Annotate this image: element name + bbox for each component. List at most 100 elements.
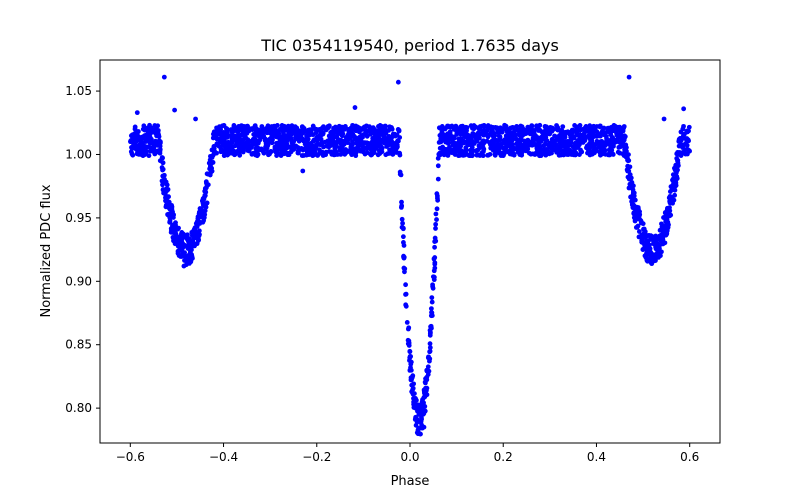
data-point — [642, 243, 648, 249]
data-point — [626, 176, 632, 182]
data-point — [463, 151, 469, 157]
data-point — [179, 246, 185, 252]
data-point — [215, 142, 221, 148]
data-point — [379, 124, 385, 129]
data-point — [172, 107, 177, 113]
data-point — [439, 124, 445, 129]
x-tick-label: −0.2 — [302, 450, 331, 464]
data-point — [470, 125, 475, 131]
data-point — [433, 221, 439, 227]
data-point — [327, 137, 333, 143]
data-point — [678, 137, 684, 142]
data-point — [252, 138, 257, 144]
data-point — [636, 229, 642, 234]
data-point — [291, 129, 297, 135]
data-point — [301, 125, 307, 131]
data-point — [390, 151, 396, 157]
data-point — [449, 150, 455, 155]
data-point — [427, 348, 433, 354]
data-point — [631, 203, 637, 208]
data-point — [285, 123, 291, 129]
data-point — [633, 225, 639, 230]
data-point — [459, 151, 465, 157]
data-point — [150, 128, 156, 134]
data-point — [246, 145, 251, 151]
data-point — [310, 132, 316, 138]
data-point — [138, 137, 143, 143]
data-point — [499, 144, 505, 150]
data-point — [421, 424, 427, 430]
data-point — [427, 331, 433, 336]
data-point — [267, 139, 273, 144]
data-point — [157, 148, 163, 154]
x-tick-label: 0.6 — [680, 450, 699, 464]
data-point — [211, 146, 217, 152]
data-point — [314, 143, 319, 149]
data-point — [160, 173, 166, 179]
data-point — [410, 373, 416, 379]
data-point — [667, 189, 673, 194]
data-point — [387, 147, 392, 153]
data-point — [408, 377, 414, 383]
data-point — [167, 218, 173, 224]
data-point — [498, 153, 504, 159]
data-point — [393, 140, 399, 146]
data-point — [207, 161, 213, 166]
data-point — [549, 143, 555, 149]
data-point — [470, 131, 475, 137]
data-point — [469, 140, 475, 146]
data-point — [278, 153, 284, 158]
data-point — [333, 149, 339, 155]
data-point — [403, 291, 409, 297]
data-point — [491, 134, 497, 140]
data-point — [654, 242, 660, 248]
y-tick-label: 0.85 — [65, 338, 92, 352]
data-point — [587, 152, 593, 158]
data-point — [681, 106, 687, 112]
data-point — [438, 139, 444, 145]
data-point — [401, 240, 406, 245]
data-point — [674, 174, 680, 179]
data-point — [160, 160, 166, 166]
data-point — [203, 186, 208, 192]
data-point — [433, 226, 438, 231]
data-point — [394, 150, 399, 155]
data-point — [372, 136, 378, 142]
data-point — [582, 136, 588, 142]
data-point — [495, 129, 501, 135]
data-point — [552, 133, 557, 139]
data-point — [164, 182, 170, 188]
data-point — [204, 171, 210, 177]
data-point — [196, 228, 202, 234]
data-point — [468, 152, 474, 158]
data-point — [141, 123, 147, 129]
data-point — [254, 152, 260, 157]
data-point — [536, 140, 542, 145]
data-point — [513, 136, 519, 142]
data-point — [638, 220, 644, 226]
data-point — [475, 131, 481, 136]
data-point — [335, 139, 341, 145]
data-point — [410, 385, 416, 391]
data-point — [253, 131, 258, 137]
data-point — [332, 145, 338, 151]
data-point — [611, 143, 616, 149]
data-point — [542, 146, 547, 152]
data-point — [560, 124, 566, 130]
data-point — [657, 246, 662, 252]
data-point — [435, 155, 441, 161]
data-point — [559, 136, 565, 141]
data-point — [665, 219, 670, 225]
data-points — [128, 74, 692, 437]
data-point — [529, 123, 535, 129]
data-point — [255, 140, 261, 146]
data-point — [244, 130, 250, 136]
data-point — [636, 234, 642, 240]
data-point — [237, 152, 243, 158]
data-point — [390, 131, 396, 137]
data-point — [153, 125, 159, 131]
data-point — [537, 127, 543, 133]
data-point — [596, 143, 602, 149]
data-point — [288, 145, 294, 151]
data-point — [617, 150, 623, 156]
